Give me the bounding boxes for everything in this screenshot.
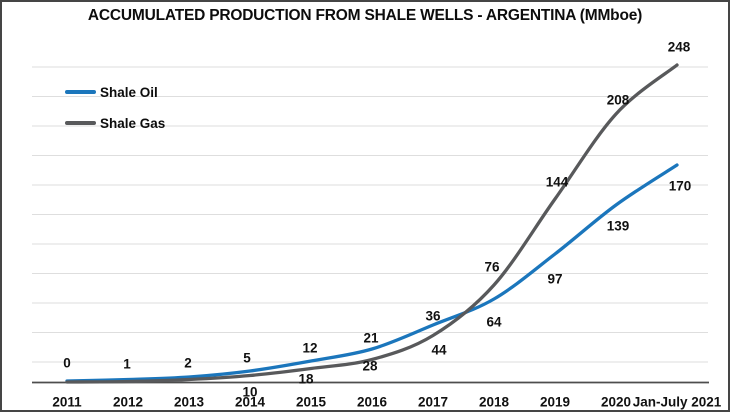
x-axis-label: 2011 bbox=[52, 394, 82, 410]
data-label-shale-gas: 208 bbox=[606, 92, 630, 108]
chart-title: ACCUMULATED PRODUCTION FROM SHALE WELLS … bbox=[87, 7, 643, 24]
data-label-shale-oil: 0 bbox=[63, 355, 71, 371]
data-label-shale-oil: 170 bbox=[668, 178, 692, 194]
data-label-shale-oil: 5 bbox=[243, 350, 251, 366]
x-axis-label: Jan-July 2021 bbox=[632, 394, 722, 410]
data-label-shale-oil: 36 bbox=[425, 308, 441, 324]
data-label-shale-gas: 144 bbox=[545, 174, 569, 190]
x-axis-label: 2012 bbox=[112, 394, 144, 410]
legend: Shale Oil Shale Gas bbox=[65, 82, 165, 144]
legend-item-shale-gas: Shale Gas bbox=[65, 113, 165, 133]
legend-label-shale-gas: Shale Gas bbox=[100, 115, 166, 131]
shale-gas-line-swatch-icon bbox=[65, 120, 96, 126]
x-axis-label: 2019 bbox=[539, 394, 571, 410]
legend-item-shale-oil: Shale Oil bbox=[65, 82, 165, 102]
x-axis-label: 2013 bbox=[173, 394, 205, 410]
data-label-shale-gas: 10 bbox=[242, 384, 258, 400]
x-axis-label: 2018 bbox=[478, 394, 510, 410]
data-label-shale-oil: 64 bbox=[486, 314, 502, 330]
legend-label-shale-oil: Shale Oil bbox=[100, 84, 158, 100]
data-label-shale-gas: 18 bbox=[298, 371, 314, 387]
data-label-shale-gas: 248 bbox=[667, 39, 691, 55]
data-label-shale-gas: 28 bbox=[362, 358, 378, 374]
data-label-shale-oil: 1 bbox=[123, 356, 131, 372]
data-label-shale-oil: 21 bbox=[363, 330, 379, 346]
shale-oil-line-swatch-icon bbox=[65, 89, 96, 95]
data-label-shale-gas: 76 bbox=[484, 259, 500, 275]
x-axis-label: 2014 bbox=[234, 394, 266, 410]
data-label-shale-oil: 139 bbox=[606, 218, 630, 234]
data-label-shale-oil: 97 bbox=[547, 271, 563, 287]
line-shale-oil bbox=[65, 163, 679, 383]
data-label-shale-oil: 12 bbox=[302, 340, 318, 356]
line-shale-gas bbox=[65, 63, 679, 384]
x-axis-label: 2016 bbox=[356, 394, 388, 410]
data-label-shale-oil: 2 bbox=[184, 355, 192, 371]
x-axis-label: 2015 bbox=[295, 394, 327, 410]
data-label-shale-gas: 44 bbox=[431, 342, 447, 358]
x-axis-label: 2017 bbox=[417, 394, 449, 410]
x-axis-label: 2020 bbox=[600, 394, 632, 410]
